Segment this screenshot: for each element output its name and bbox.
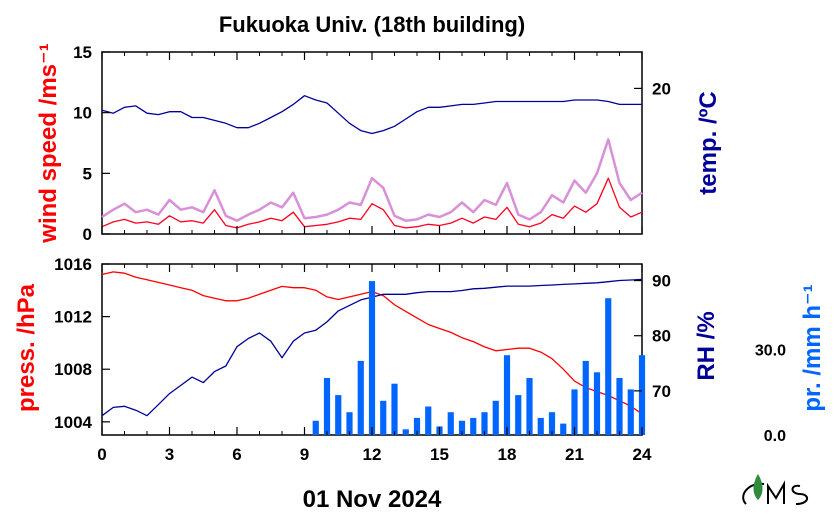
- precip-bar: [458, 420, 466, 435]
- right-tick-label-80: 80: [652, 327, 671, 346]
- precip-bar: [323, 378, 331, 435]
- precip-axis-label: pr. /mm h⁻¹: [799, 284, 826, 411]
- x-tick-label-3: 3: [165, 445, 174, 464]
- wind-speed-line: [101, 177, 643, 229]
- upper-series-group: [101, 95, 643, 229]
- left-tick-label-1004: 1004: [54, 413, 92, 432]
- x-tick-label-0: 0: [97, 445, 106, 464]
- precip-bar: [312, 420, 319, 435]
- x-tick-label-6: 6: [232, 445, 241, 464]
- precip-tick-label-0.0: 0.0: [764, 428, 786, 445]
- precip-bar: [515, 395, 522, 435]
- lower-series-group: [101, 271, 646, 435]
- left-tick-label-1016: 1016: [54, 255, 92, 274]
- upper-panel-frame: [101, 51, 643, 235]
- precip-bar: [582, 360, 589, 435]
- precip-bar: [346, 412, 353, 435]
- x-tick-label-15: 15: [430, 445, 449, 464]
- precip-bar: [526, 378, 533, 435]
- right-tick-label-90: 90: [652, 272, 671, 291]
- x-tick-label-12: 12: [363, 445, 382, 464]
- x-tick-label-9: 9: [300, 445, 309, 464]
- precip-bar: [357, 360, 364, 435]
- left-tick-label-15: 15: [73, 43, 92, 62]
- left-tick-label-1012: 1012: [54, 308, 92, 327]
- precip-tick-label-30.0: 30.0: [755, 343, 786, 360]
- precip-bar: [470, 417, 477, 435]
- precip-bar: [413, 417, 421, 435]
- precip-bar: [627, 389, 634, 435]
- precip-bar: [537, 417, 544, 435]
- wind-gust-line: [101, 138, 643, 222]
- precip-bar: [368, 281, 376, 435]
- right-tick-label-70: 70: [652, 382, 671, 401]
- institution-logo: [742, 474, 808, 505]
- rh-axis-label: RH /%: [693, 311, 720, 380]
- precip-bar: [425, 406, 432, 435]
- right-tick-label-20: 20: [652, 79, 671, 98]
- left-tick-label-0: 0: [83, 225, 92, 244]
- precip-bar: [402, 429, 409, 435]
- temp-axis-label: temp. /ºC: [695, 91, 722, 194]
- left-tick-label-10: 10: [73, 104, 92, 123]
- x-tick-label-18: 18: [498, 445, 517, 464]
- precip-bar: [380, 400, 387, 435]
- temperature-line: [101, 95, 642, 135]
- precip-bar: [447, 412, 454, 435]
- precip-bar: [492, 400, 499, 435]
- precip-bar: [548, 412, 556, 435]
- precip-bar: [391, 383, 398, 435]
- lower-ticks-group: 0 3 6 9 12 15 18 21 24 1004 1008 1012 1016 70 80 90 0.0 3…: [54, 255, 786, 464]
- upper-ticks-group: 0 5 10 15 20: [73, 43, 671, 244]
- x-tick-label-24: 24: [633, 445, 652, 464]
- precip-bar: [335, 395, 342, 435]
- date-label: 01 Nov 2024: [303, 486, 442, 513]
- precip-bar: [638, 355, 646, 435]
- precip-bar: [605, 298, 612, 435]
- x-tick-label-21: 21: [565, 445, 584, 464]
- wind-temp-panel: 0 5 10 15 20 wind speed /ms⁻¹ temp. /ºC: [35, 43, 722, 244]
- pressure-axis-label: press. /hPa: [13, 283, 40, 412]
- precip-bar: [593, 372, 601, 435]
- precip-bar: [481, 412, 488, 435]
- precip-bar: [571, 389, 578, 435]
- wind-axis-label: wind speed /ms⁻¹: [35, 43, 62, 243]
- left-tick-label-5: 5: [83, 164, 92, 183]
- precip-bar: [616, 378, 623, 435]
- left-tick-label-1008: 1008: [54, 360, 92, 379]
- chart-title: Fukuoka Univ. (18th building): [219, 12, 525, 37]
- precip-bar: [560, 423, 567, 435]
- pressure-rh-panel: 0 3 6 9 12 15 18 21 24 1004 1008 1012 1016 70 80 90 0.0 3…: [13, 255, 826, 464]
- precip-bar: [503, 355, 511, 435]
